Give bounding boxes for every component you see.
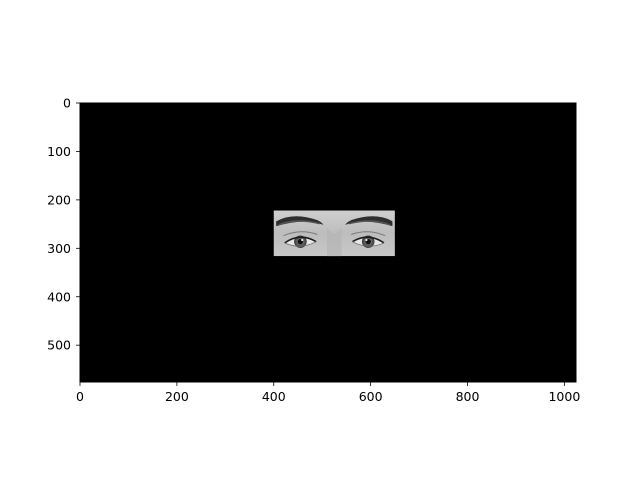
x-tick-label: 200 — [165, 389, 189, 404]
y-tick-label: 200 — [47, 192, 71, 207]
x-tick-label: 800 — [456, 389, 480, 404]
plot-axes: 0 200 400 600 800 1000 0 100 200 300 400 500 — [47, 96, 580, 405]
y-tick-label: 400 — [47, 289, 71, 304]
y-axis-ticks: 0 100 200 300 400 500 — [47, 96, 80, 353]
x-tick-label: 600 — [359, 389, 383, 404]
x-axis-ticks: 0 200 400 600 800 1000 — [76, 382, 580, 404]
x-tick-label: 0 — [76, 389, 84, 404]
y-tick-label: 300 — [47, 241, 71, 256]
axes-frame — [79, 102, 577, 383]
eyes-photo-icon — [273, 210, 395, 257]
x-tick-label: 1000 — [548, 389, 580, 404]
y-tick-label: 0 — [63, 96, 71, 111]
x-tick-label: 400 — [262, 389, 286, 404]
y-tick-label: 500 — [47, 338, 71, 353]
y-tick-label: 100 — [47, 144, 71, 159]
